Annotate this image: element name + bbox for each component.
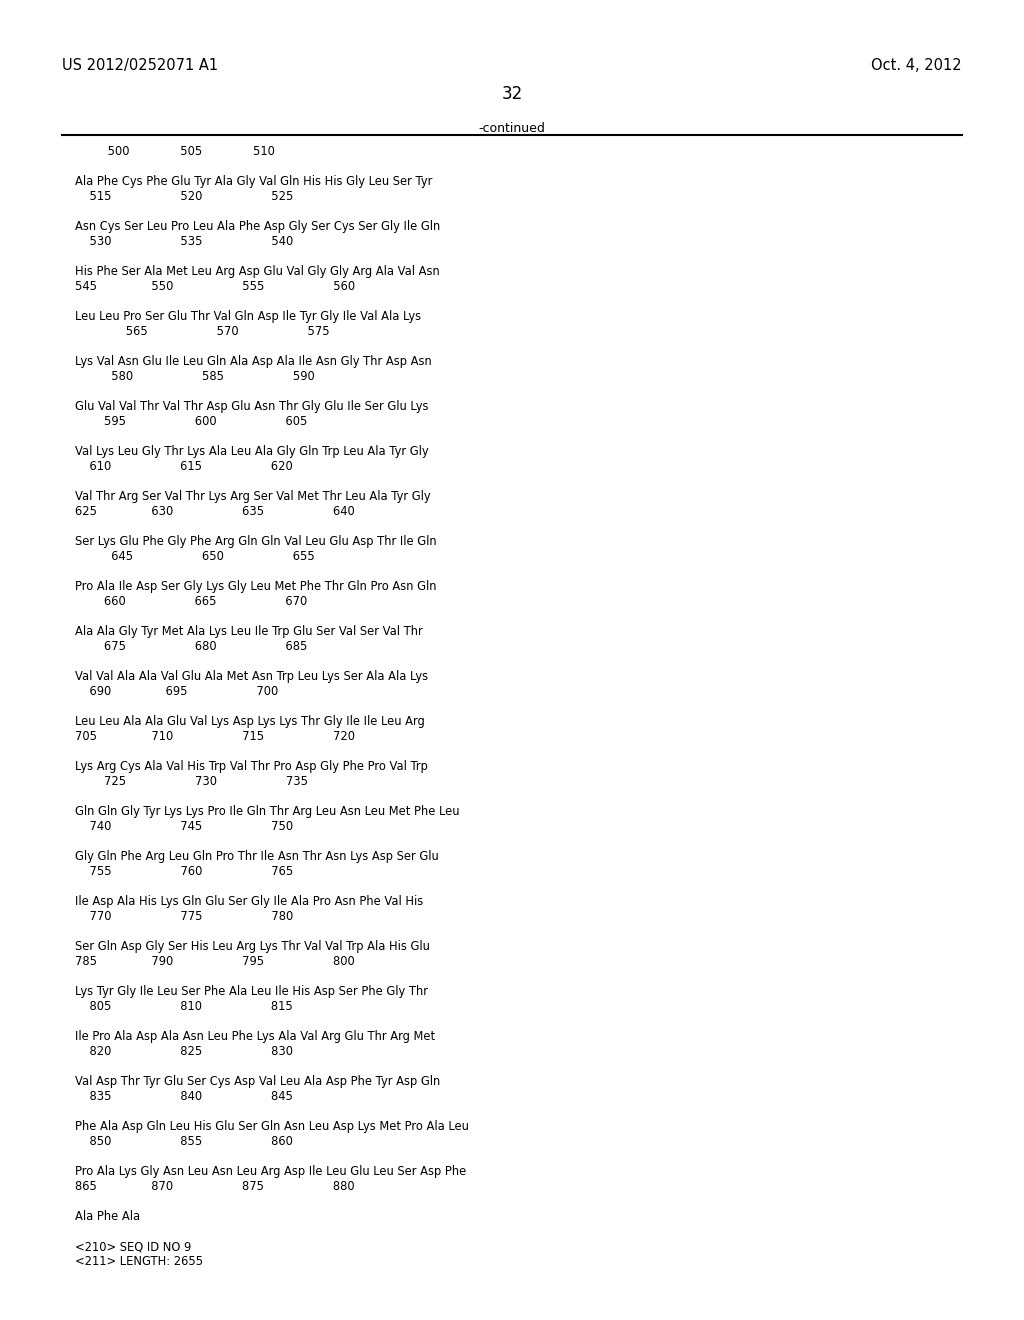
Text: 610                   615                   620: 610 615 620	[75, 459, 293, 473]
Text: 725                   730                   735: 725 730 735	[75, 775, 308, 788]
Text: 565                   570                   575: 565 570 575	[75, 325, 330, 338]
Text: 755                   760                   765: 755 760 765	[75, 865, 293, 878]
Text: 740                   745                   750: 740 745 750	[75, 820, 293, 833]
Text: 820                   825                   830: 820 825 830	[75, 1045, 293, 1059]
Text: Ala Phe Cys Phe Glu Tyr Ala Gly Val Gln His His Gly Leu Ser Tyr: Ala Phe Cys Phe Glu Tyr Ala Gly Val Gln …	[75, 176, 432, 187]
Text: 785               790                   795                   800: 785 790 795 800	[75, 954, 354, 968]
Text: 595                   600                   605: 595 600 605	[75, 414, 307, 428]
Text: 625               630                   635                   640: 625 630 635 640	[75, 506, 354, 517]
Text: Asn Cys Ser Leu Pro Leu Ala Phe Asp Gly Ser Cys Ser Gly Ile Gln: Asn Cys Ser Leu Pro Leu Ala Phe Asp Gly …	[75, 220, 440, 234]
Text: Ala Ala Gly Tyr Met Ala Lys Leu Ile Trp Glu Ser Val Ser Val Thr: Ala Ala Gly Tyr Met Ala Lys Leu Ile Trp …	[75, 624, 423, 638]
Text: His Phe Ser Ala Met Leu Arg Asp Glu Val Gly Gly Arg Ala Val Asn: His Phe Ser Ala Met Leu Arg Asp Glu Val …	[75, 265, 439, 279]
Text: 580                   585                   590: 580 585 590	[75, 370, 314, 383]
Text: <210> SEQ ID NO 9: <210> SEQ ID NO 9	[75, 1239, 191, 1253]
Text: <211> LENGTH: 2655: <211> LENGTH: 2655	[75, 1255, 203, 1269]
Text: Gln Gln Gly Tyr Lys Lys Pro Ile Gln Thr Arg Leu Asn Leu Met Phe Leu: Gln Gln Gly Tyr Lys Lys Pro Ile Gln Thr …	[75, 805, 460, 818]
Text: -continued: -continued	[478, 121, 546, 135]
Text: 515                   520                   525: 515 520 525	[75, 190, 293, 203]
Text: Oct. 4, 2012: Oct. 4, 2012	[871, 58, 962, 73]
Text: Pro Ala Ile Asp Ser Gly Lys Gly Leu Met Phe Thr Gln Pro Asn Gln: Pro Ala Ile Asp Ser Gly Lys Gly Leu Met …	[75, 579, 436, 593]
Text: 770                   775                   780: 770 775 780	[75, 909, 293, 923]
Text: Leu Leu Ala Ala Glu Val Lys Asp Lys Lys Thr Gly Ile Ile Leu Arg: Leu Leu Ala Ala Glu Val Lys Asp Lys Lys …	[75, 715, 425, 729]
Text: 835                   840                   845: 835 840 845	[75, 1090, 293, 1104]
Text: 660                   665                   670: 660 665 670	[75, 595, 307, 609]
Text: 675                   680                   685: 675 680 685	[75, 640, 307, 653]
Text: 705               710                   715                   720: 705 710 715 720	[75, 730, 355, 743]
Text: Ile Asp Ala His Lys Gln Glu Ser Gly Ile Ala Pro Asn Phe Val His: Ile Asp Ala His Lys Gln Glu Ser Gly Ile …	[75, 895, 423, 908]
Text: Gly Gln Phe Arg Leu Gln Pro Thr Ile Asn Thr Asn Lys Asp Ser Glu: Gly Gln Phe Arg Leu Gln Pro Thr Ile Asn …	[75, 850, 438, 863]
Text: 545               550                   555                   560: 545 550 555 560	[75, 280, 355, 293]
Text: 32: 32	[502, 84, 522, 103]
Text: Pro Ala Lys Gly Asn Leu Asn Leu Arg Asp Ile Leu Glu Leu Ser Asp Phe: Pro Ala Lys Gly Asn Leu Asn Leu Arg Asp …	[75, 1166, 466, 1177]
Text: 805                   810                   815: 805 810 815	[75, 1001, 293, 1012]
Text: Val Val Ala Ala Val Glu Ala Met Asn Trp Leu Lys Ser Ala Ala Lys: Val Val Ala Ala Val Glu Ala Met Asn Trp …	[75, 671, 428, 682]
Text: 850                   855                   860: 850 855 860	[75, 1135, 293, 1148]
Text: 500              505              510: 500 505 510	[75, 145, 274, 158]
Text: Lys Tyr Gly Ile Leu Ser Phe Ala Leu Ile His Asp Ser Phe Gly Thr: Lys Tyr Gly Ile Leu Ser Phe Ala Leu Ile …	[75, 985, 428, 998]
Text: Glu Val Val Thr Val Thr Asp Glu Asn Thr Gly Glu Ile Ser Glu Lys: Glu Val Val Thr Val Thr Asp Glu Asn Thr …	[75, 400, 428, 413]
Text: 690               695                   700: 690 695 700	[75, 685, 279, 698]
Text: US 2012/0252071 A1: US 2012/0252071 A1	[62, 58, 218, 73]
Text: Val Thr Arg Ser Val Thr Lys Arg Ser Val Met Thr Leu Ala Tyr Gly: Val Thr Arg Ser Val Thr Lys Arg Ser Val …	[75, 490, 431, 503]
Text: Val Lys Leu Gly Thr Lys Ala Leu Ala Gly Gln Trp Leu Ala Tyr Gly: Val Lys Leu Gly Thr Lys Ala Leu Ala Gly …	[75, 445, 429, 458]
Text: Val Asp Thr Tyr Glu Ser Cys Asp Val Leu Ala Asp Phe Tyr Asp Gln: Val Asp Thr Tyr Glu Ser Cys Asp Val Leu …	[75, 1074, 440, 1088]
Text: 865               870                   875                   880: 865 870 875 880	[75, 1180, 354, 1193]
Text: Leu Leu Pro Ser Glu Thr Val Gln Asp Ile Tyr Gly Ile Val Ala Lys: Leu Leu Pro Ser Glu Thr Val Gln Asp Ile …	[75, 310, 421, 323]
Text: 530                   535                   540: 530 535 540	[75, 235, 293, 248]
Text: Phe Ala Asp Gln Leu His Glu Ser Gln Asn Leu Asp Lys Met Pro Ala Leu: Phe Ala Asp Gln Leu His Glu Ser Gln Asn …	[75, 1119, 469, 1133]
Text: Lys Arg Cys Ala Val His Trp Val Thr Pro Asp Gly Phe Pro Val Trp: Lys Arg Cys Ala Val His Trp Val Thr Pro …	[75, 760, 428, 774]
Text: 645                   650                   655: 645 650 655	[75, 550, 314, 564]
Text: Ile Pro Ala Asp Ala Asn Leu Phe Lys Ala Val Arg Glu Thr Arg Met: Ile Pro Ala Asp Ala Asn Leu Phe Lys Ala …	[75, 1030, 435, 1043]
Text: Ala Phe Ala: Ala Phe Ala	[75, 1210, 140, 1224]
Text: Ser Gln Asp Gly Ser His Leu Arg Lys Thr Val Val Trp Ala His Glu: Ser Gln Asp Gly Ser His Leu Arg Lys Thr …	[75, 940, 430, 953]
Text: Lys Val Asn Glu Ile Leu Gln Ala Asp Ala Ile Asn Gly Thr Asp Asn: Lys Val Asn Glu Ile Leu Gln Ala Asp Ala …	[75, 355, 432, 368]
Text: Ser Lys Glu Phe Gly Phe Arg Gln Gln Val Leu Glu Asp Thr Ile Gln: Ser Lys Glu Phe Gly Phe Arg Gln Gln Val …	[75, 535, 436, 548]
